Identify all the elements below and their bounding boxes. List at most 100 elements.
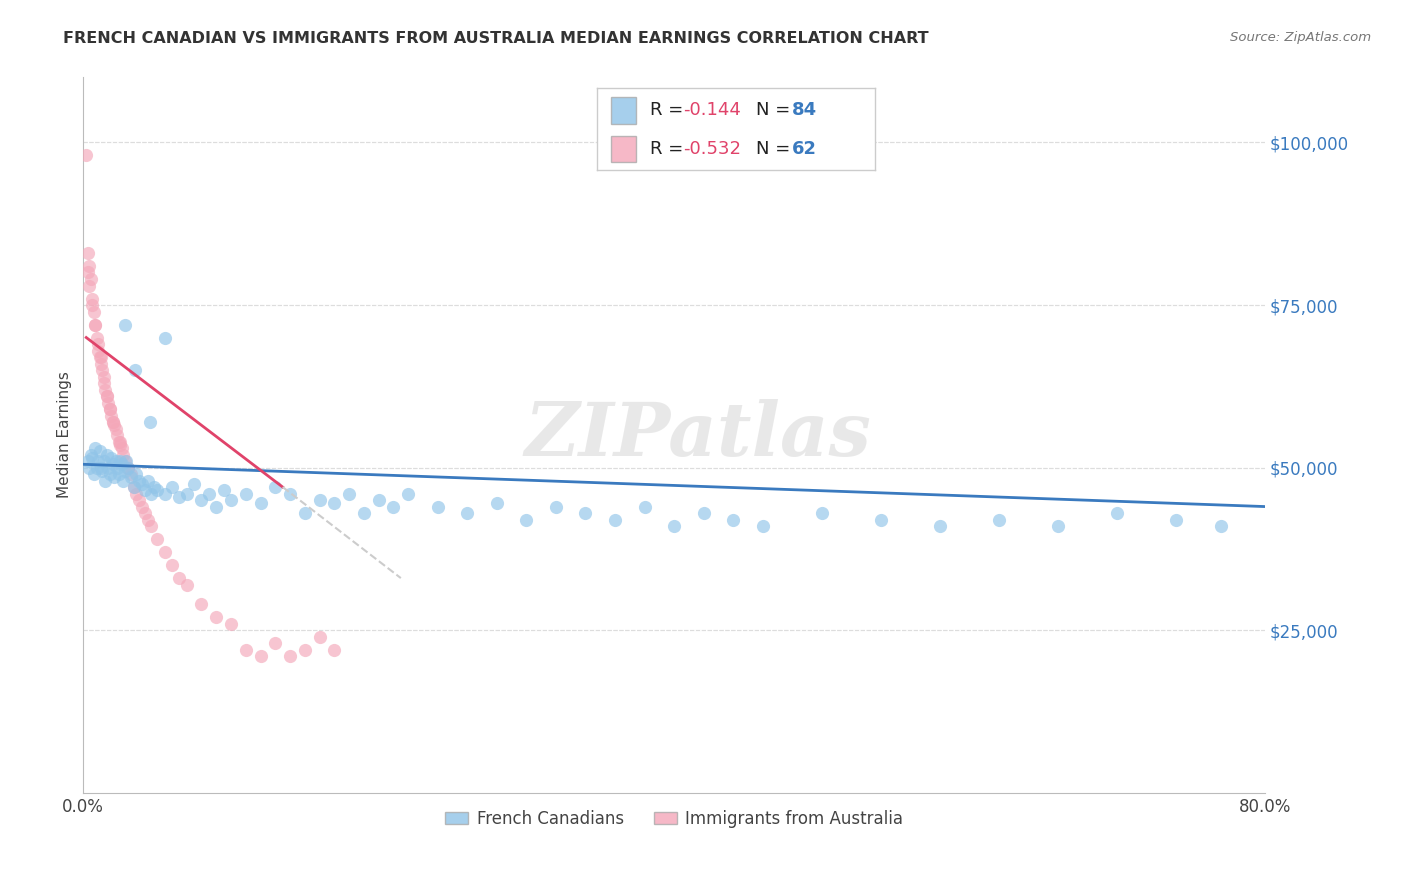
Point: [928, 519, 950, 533]
Point: [219, 493, 242, 508]
Point: [122, 480, 145, 494]
Point: [485, 496, 508, 510]
Point: [308, 493, 330, 508]
Point: [278, 649, 301, 664]
Point: [110, 438, 132, 452]
Point: [83, 304, 105, 318]
Point: [212, 483, 235, 498]
Point: [308, 630, 330, 644]
Point: [76, 454, 98, 468]
Point: [117, 460, 139, 475]
Point: [114, 464, 136, 478]
Point: [89, 350, 111, 364]
Point: [101, 458, 124, 472]
Point: [264, 636, 287, 650]
Point: [100, 450, 122, 465]
Point: [82, 298, 104, 312]
Point: [94, 383, 117, 397]
Point: [105, 460, 128, 475]
Point: [183, 476, 205, 491]
Point: [103, 418, 125, 433]
Point: [128, 474, 150, 488]
Point: [662, 519, 685, 533]
Text: ZIPatlas: ZIPatlas: [524, 399, 872, 471]
Point: [235, 642, 257, 657]
Point: [111, 441, 134, 455]
Point: [114, 454, 136, 468]
Point: [87, 337, 110, 351]
Point: [120, 470, 142, 484]
Point: [205, 500, 228, 514]
Point: [603, 512, 626, 526]
Point: [988, 512, 1011, 526]
Point: [93, 376, 115, 390]
Point: [249, 649, 271, 664]
Point: [219, 616, 242, 631]
Point: [79, 448, 101, 462]
Point: [94, 474, 117, 488]
Point: [1047, 519, 1070, 533]
Point: [103, 470, 125, 484]
Point: [353, 506, 375, 520]
Point: [97, 460, 120, 475]
Point: [382, 500, 405, 514]
Point: [134, 506, 156, 520]
Point: [544, 500, 567, 514]
Point: [141, 486, 163, 500]
Point: [131, 476, 153, 491]
Point: [91, 363, 114, 377]
Point: [141, 519, 163, 533]
Point: [136, 474, 159, 488]
Point: [115, 454, 138, 468]
Point: [160, 480, 183, 494]
Point: [86, 330, 108, 344]
Point: [1166, 512, 1188, 526]
Point: [146, 483, 169, 498]
Point: [75, 148, 97, 162]
Point: [98, 402, 121, 417]
Point: [153, 545, 176, 559]
Point: [98, 467, 121, 481]
Point: [294, 506, 316, 520]
Point: [90, 350, 112, 364]
Point: [278, 486, 301, 500]
Point: [90, 460, 112, 475]
Point: [105, 428, 128, 442]
Point: [190, 493, 212, 508]
Point: [83, 467, 105, 481]
Point: [249, 496, 271, 510]
Point: [176, 577, 198, 591]
Point: [574, 506, 596, 520]
Point: [93, 369, 115, 384]
Point: [89, 444, 111, 458]
Point: [146, 532, 169, 546]
Point: [426, 500, 449, 514]
Point: [633, 500, 655, 514]
Point: [76, 265, 98, 279]
Point: [136, 512, 159, 526]
Point: [117, 460, 139, 475]
Legend: French Canadians, Immigrants from Australia: French Canadians, Immigrants from Austra…: [439, 803, 910, 834]
Point: [107, 467, 129, 481]
Point: [131, 500, 153, 514]
Point: [96, 389, 118, 403]
Point: [77, 278, 100, 293]
Text: Source: ZipAtlas.com: Source: ZipAtlas.com: [1230, 31, 1371, 45]
Point: [96, 389, 118, 403]
Point: [515, 512, 537, 526]
Point: [87, 343, 110, 358]
Point: [128, 493, 150, 508]
Point: [153, 330, 176, 344]
Point: [1209, 519, 1232, 533]
Point: [101, 415, 124, 429]
Point: [235, 486, 257, 500]
Point: [169, 490, 191, 504]
Point: [98, 402, 121, 417]
Point: [79, 272, 101, 286]
Point: [77, 460, 100, 475]
Point: [323, 642, 346, 657]
Point: [84, 318, 107, 332]
Point: [125, 467, 148, 481]
Point: [721, 512, 744, 526]
Point: [139, 415, 162, 429]
